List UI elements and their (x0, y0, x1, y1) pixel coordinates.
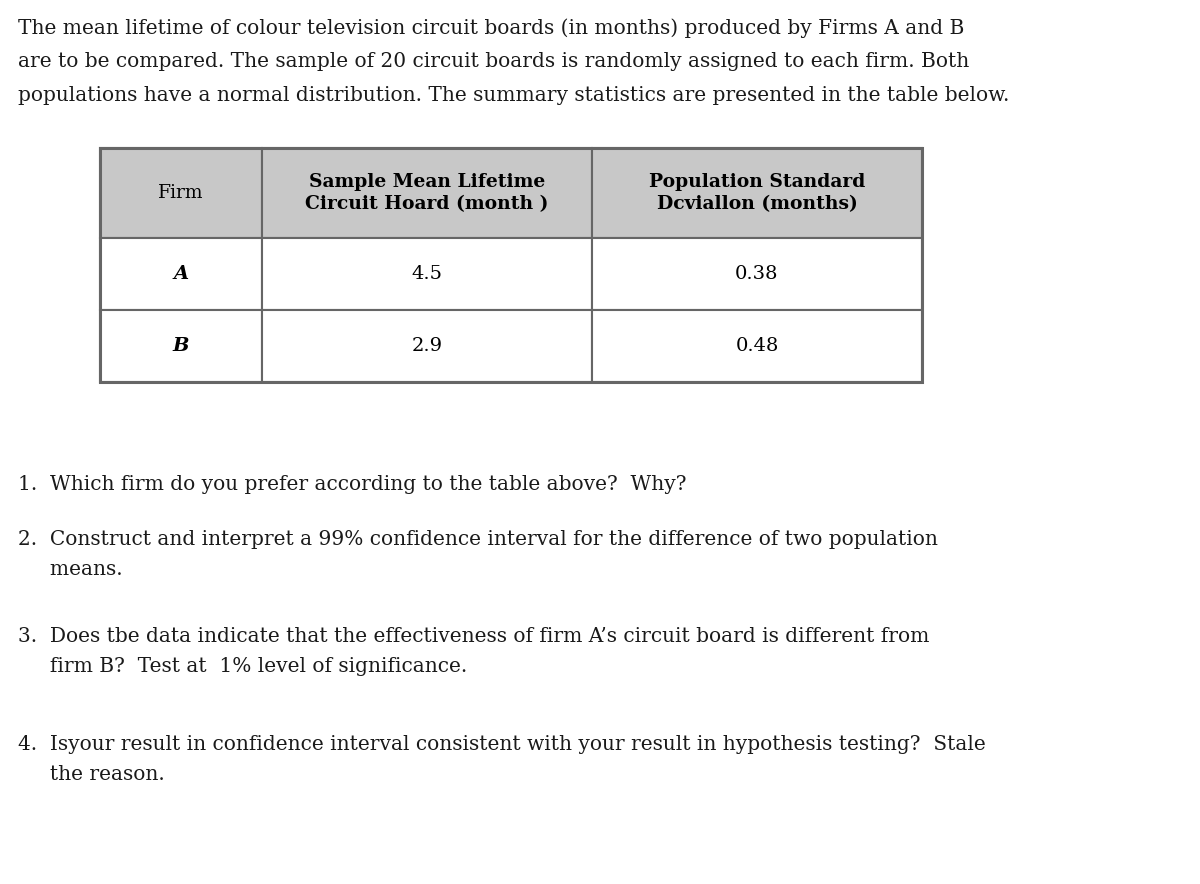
Text: 0.48: 0.48 (736, 337, 779, 355)
Bar (262, 148, 592, 238)
Bar (592, 148, 922, 238)
Text: populations have a normal distribution. The summary statistics are presented in : populations have a normal distribution. … (18, 86, 1009, 105)
Bar (100, 238, 262, 310)
Text: A: A (174, 265, 188, 283)
Text: 2.9: 2.9 (412, 337, 443, 355)
Text: Population Standard
Dcviallon (months): Population Standard Dcviallon (months) (649, 172, 865, 213)
Text: Firm: Firm (158, 184, 204, 202)
Bar (100, 148, 922, 382)
Text: firm B?  Test at  1% level of significance.: firm B? Test at 1% level of significance… (18, 657, 467, 676)
Text: 1.  Which firm do you prefer according to the table above?  Why?: 1. Which firm do you prefer according to… (18, 475, 686, 494)
Text: 2.  Construct and interpret a 99% confidence interval for the difference of two : 2. Construct and interpret a 99% confide… (18, 530, 938, 549)
Text: 4.  Isyour result in confidence interval consistent with your result in hypothes: 4. Isyour result in confidence interval … (18, 735, 985, 754)
Bar (262, 310, 592, 382)
Bar (100, 148, 262, 238)
Bar (262, 238, 592, 310)
Bar (592, 310, 922, 382)
Text: the reason.: the reason. (18, 765, 164, 784)
Text: 0.38: 0.38 (736, 265, 779, 283)
Bar (592, 238, 922, 310)
Text: 3.  Does tbe data indicate that the effectiveness of firm A’s circuit board is d: 3. Does tbe data indicate that the effec… (18, 627, 929, 646)
Text: The mean lifetime of colour television circuit boards (in months) produced by Fi: The mean lifetime of colour television c… (18, 18, 965, 38)
Text: Sample Mean Lifetime
Circuit Hoard (month ): Sample Mean Lifetime Circuit Hoard (mont… (305, 172, 548, 213)
Bar (100, 310, 262, 382)
Text: are to be compared. The sample of 20 circuit boards is randomly assigned to each: are to be compared. The sample of 20 cir… (18, 52, 970, 71)
Text: 4.5: 4.5 (412, 265, 443, 283)
Text: B: B (173, 337, 190, 355)
Text: means.: means. (18, 560, 122, 579)
